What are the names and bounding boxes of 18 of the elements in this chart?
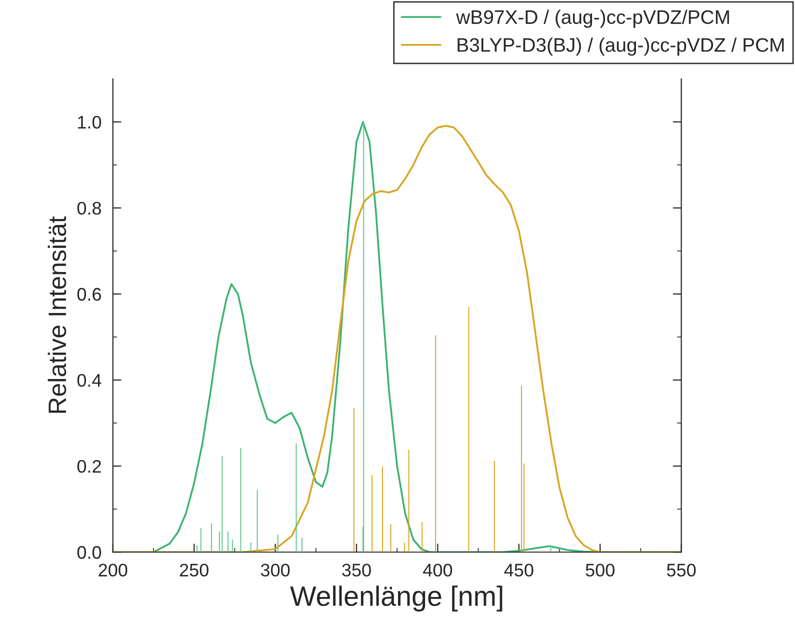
y-tick-label: 0.8 bbox=[77, 202, 101, 215]
x-axis-title: Wellenlänge [nm] bbox=[290, 586, 502, 612]
x-tick-label: 500 bbox=[586, 564, 614, 576]
y-tick-label: 0.4 bbox=[77, 374, 102, 387]
x-tick-label: 350 bbox=[342, 564, 371, 576]
x-tick-label: 550 bbox=[666, 564, 696, 576]
x-tick-label: 400 bbox=[423, 564, 452, 576]
y-tick-label: 0.0 bbox=[77, 546, 102, 559]
x-tick-label: 450 bbox=[504, 564, 534, 576]
y-tick-label: 0.6 bbox=[77, 288, 101, 301]
x-tick-label: 200 bbox=[98, 564, 128, 576]
x-tick-label: 250 bbox=[180, 564, 208, 576]
y-axis-title: Relative Intensität bbox=[48, 216, 66, 413]
legend-label: B3LYP-D3(BJ) / (aug-)cc-pVDZ / PCM bbox=[458, 38, 784, 56]
y-tick-label: 1.0 bbox=[78, 116, 102, 129]
x-tick-label: 300 bbox=[260, 564, 290, 576]
y-tick-label: 0.2 bbox=[77, 460, 101, 473]
legend-label: wB97X-D / (aug-)cc-pVDZ/PCM bbox=[456, 10, 729, 28]
